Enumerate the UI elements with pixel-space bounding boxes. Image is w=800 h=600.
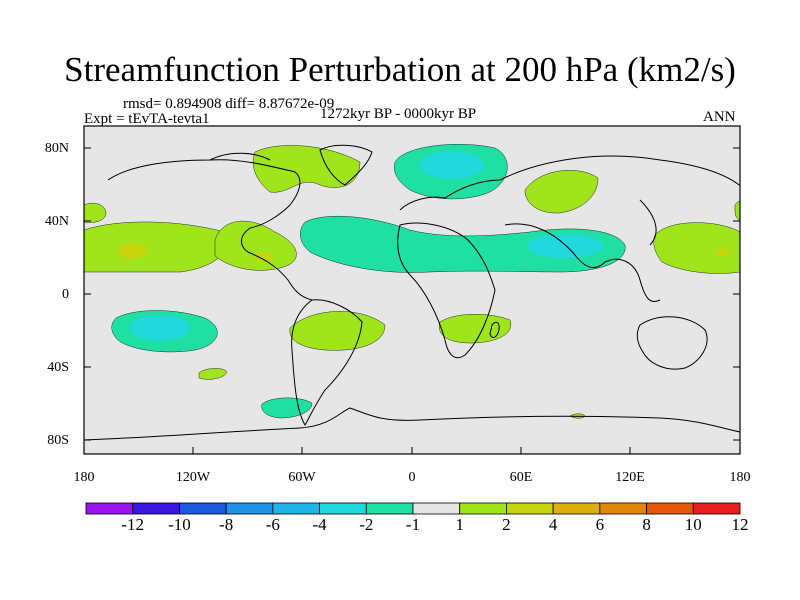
lat-label-0: 0 — [62, 287, 69, 302]
lat-label-80n: 80N — [44, 141, 69, 156]
colorbar-swatch — [646, 502, 694, 515]
colorbar-label: 6 — [595, 515, 605, 534]
season-label: ANN — [703, 109, 736, 125]
colorbar-swatch — [85, 502, 134, 515]
positive-anomaly-cores — [118, 243, 730, 262]
colorbar — [85, 502, 741, 515]
colorbar-swatch — [272, 502, 320, 515]
lon-tick-marks — [83, 447, 741, 454]
colorbar-swatch — [225, 502, 274, 515]
colorbar-swatch — [179, 502, 227, 515]
period-label: 1272kyr BP - 0000kyr BP — [320, 106, 477, 122]
colorbar-label: 2 — [502, 515, 511, 534]
colorbar-swatch — [412, 502, 461, 515]
colorbar-label: -4 — [312, 515, 327, 534]
colorbar-label: 4 — [548, 515, 558, 534]
colorbar-label: 10 — [684, 515, 702, 534]
lat-tick-marks — [84, 147, 740, 441]
experiment-label: Expt = tEvTA-tevta1 — [84, 111, 210, 127]
lat-label-80s: 80S — [47, 433, 69, 448]
lat-label-40n: 40N — [44, 214, 69, 229]
colorbar-label: -6 — [265, 515, 280, 534]
colorbar-swatch — [506, 502, 554, 515]
colorbar-label: -12 — [121, 515, 145, 534]
lon-label-120w: 120W — [175, 470, 211, 485]
positive-anomaly-regions — [84, 145, 740, 419]
colorbar-label: 8 — [642, 515, 651, 534]
lat-label-40s: 40S — [47, 360, 69, 375]
coastlines — [84, 144, 740, 441]
lon-label-0: 0 — [408, 470, 416, 485]
colorbar-label: 1 — [455, 515, 464, 534]
colorbar-label: -8 — [219, 515, 234, 534]
colorbar-swatch — [365, 502, 414, 515]
colorbar-label: 12 — [731, 515, 749, 534]
colorbar-label: -2 — [359, 515, 374, 534]
colorbar-swatch — [552, 502, 601, 515]
colorbar-label: -1 — [405, 515, 421, 534]
colorbar-swatch — [692, 502, 741, 515]
colorbar-swatch — [599, 502, 647, 515]
lon-label-60e: 60E — [509, 470, 533, 485]
stats-label: rmsd= 0.894908 diff= 8.87672e-09 — [123, 96, 335, 112]
colorbar-swatch — [459, 502, 507, 515]
colorbar-label: -10 — [168, 515, 191, 534]
lon-label-180e: 180 — [729, 470, 751, 485]
negative-anomaly-cores — [130, 151, 603, 341]
lon-label-60w: 60W — [288, 470, 316, 485]
colorbar-swatch — [132, 502, 180, 515]
lon-label-120e: 120E — [615, 470, 645, 485]
lon-label-180w: 180 — [73, 470, 95, 485]
map-title: Streamfunction Perturbation at 200 hPa (… — [64, 50, 736, 89]
colorbar-swatch — [319, 502, 367, 515]
map-area — [84, 126, 740, 454]
